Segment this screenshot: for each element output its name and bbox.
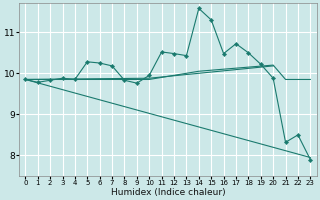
X-axis label: Humidex (Indice chaleur): Humidex (Indice chaleur) (110, 188, 225, 197)
